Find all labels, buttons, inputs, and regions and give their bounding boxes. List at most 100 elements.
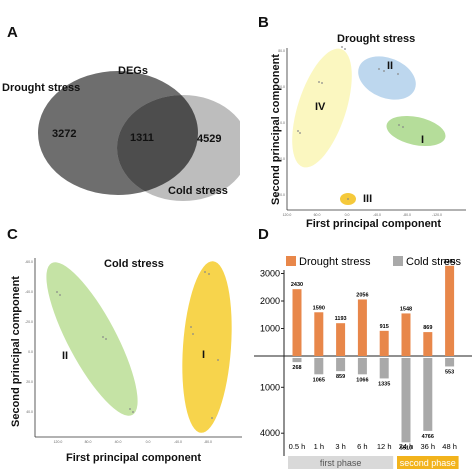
svg-text:-120.0: -120.0	[432, 213, 442, 217]
bar-cold	[292, 358, 302, 363]
pca-b-point	[402, 126, 404, 128]
pca-b-xlabel: First principal component	[306, 218, 442, 230]
pca-b-point	[318, 81, 320, 83]
bar-drought	[357, 299, 367, 356]
data-label-drought: 1548	[400, 306, 412, 312]
bar-cold	[357, 358, 367, 375]
data-label-cold: 4766	[422, 434, 434, 440]
bar-cold	[314, 358, 324, 375]
pca-b-ellipse-i	[386, 115, 446, 147]
bar-legend: Drought stress Cold stress	[286, 256, 462, 268]
pca-c-group-ii: II	[62, 350, 69, 362]
x-tick-label: 1 h	[314, 442, 324, 451]
bar-cold	[445, 358, 455, 367]
phase-bar	[288, 456, 394, 469]
y-tick-label: 4000	[260, 428, 280, 438]
legend-swatch-cold	[393, 256, 403, 266]
pca-c-x-tick-labels: 120.0 80.0 40.0 0.0 -40.0 -80.0	[54, 440, 212, 444]
pca-c-point	[190, 326, 192, 328]
pca-b-point	[378, 68, 380, 70]
pca-b-x-tick-labels: 120.0 60.0 0.0 -40.0 -80.0 -120.0	[283, 213, 442, 217]
data-label-cold: 553	[445, 369, 454, 375]
y-tick-label: 2000	[260, 296, 280, 306]
pca-c-point	[56, 291, 58, 293]
phase-bars: first phase second phase	[288, 456, 459, 469]
phase-label: first phase	[320, 458, 362, 468]
venn-count-cold: 4529	[197, 133, 222, 145]
x-tick-label: 12 h	[377, 442, 392, 451]
venn-label-drought: Drought stress	[2, 82, 81, 94]
pca-c-group-i: I	[202, 349, 206, 361]
bar-cold	[401, 358, 411, 443]
x-tick-label: 3 h	[335, 442, 345, 451]
svg-text:-60.0: -60.0	[25, 260, 33, 264]
x-tick-label: 6 h	[357, 442, 367, 451]
pca-c-point	[211, 417, 213, 419]
svg-text:120.0: 120.0	[283, 213, 292, 217]
data-label-drought: 1193	[335, 316, 347, 322]
svg-text:60.0: 60.0	[314, 213, 321, 217]
pca-b-point	[347, 198, 349, 200]
pca-c-point	[132, 411, 134, 413]
legend-swatch-drought	[286, 256, 296, 266]
svg-text:0.0: 0.0	[345, 213, 350, 217]
bar-drought	[401, 313, 411, 356]
data-label-cold: 859	[336, 374, 345, 380]
y-tick-label: 1000	[260, 382, 280, 392]
svg-text:0.0: 0.0	[280, 121, 285, 125]
panel-letter-c: C	[7, 226, 18, 243]
panel-letter-a: A	[7, 24, 18, 41]
bar-drought	[445, 265, 455, 356]
svg-text:80.0: 80.0	[278, 49, 285, 53]
svg-text:-80.0: -80.0	[204, 440, 212, 444]
legend-label-cold: Cold stress	[406, 256, 462, 268]
pca-c-point	[102, 336, 104, 338]
bar-drought	[292, 289, 302, 356]
pca-c-ellipse-ii	[46, 262, 138, 416]
bar-cold	[423, 358, 433, 431]
svg-text:0.0: 0.0	[28, 350, 33, 354]
x-tick-label: 36 h	[420, 442, 435, 451]
venn-count-drought: 3272	[52, 128, 77, 140]
x-tick-label: 24 h	[399, 442, 414, 451]
x-tick-label: 0.5 h	[289, 442, 306, 451]
pca-b-ellipse-ii	[358, 56, 416, 100]
venn-title: DEGs	[118, 65, 148, 77]
data-label-drought: 2430	[291, 282, 303, 288]
pca-c-y-tick-labels: -60.0 -40.0 -20.0 0.0 20.0 40.0	[25, 260, 33, 414]
svg-text:80.0: 80.0	[85, 440, 92, 444]
svg-text:-20.0: -20.0	[25, 320, 33, 324]
pca-b-point	[383, 70, 385, 72]
pca-b-group-iv: IV	[315, 101, 326, 113]
pca-c-point	[59, 294, 61, 296]
venn-count-overlap: 1311	[130, 132, 154, 144]
pca-b-ellipse-iv	[292, 48, 352, 168]
pca-c-point	[192, 333, 194, 335]
bar-y-ticks: 3000 2000 1000 1000 4000	[260, 269, 284, 438]
pca-b-point	[344, 48, 346, 50]
bar-drought	[379, 330, 389, 356]
data-label-drought: 1590	[313, 305, 325, 311]
pca-c-point	[129, 408, 131, 410]
data-label-drought: 3281	[443, 259, 455, 265]
pca-b-group-iii: III	[363, 193, 373, 205]
bar-drought	[423, 332, 433, 356]
svg-text:-40.0: -40.0	[25, 290, 33, 294]
pca-c-point	[105, 338, 107, 340]
data-label-cold: 1066	[356, 377, 368, 383]
y-tick-label: 3000	[260, 269, 280, 279]
data-label-drought: 2056	[356, 292, 368, 298]
pca-c-xlabel: First principal component	[66, 452, 202, 464]
pca-b-point	[397, 73, 399, 75]
panel-letter-d: D	[258, 226, 269, 243]
pca-c-point	[204, 271, 206, 273]
svg-text:-80.0: -80.0	[403, 213, 411, 217]
data-label-cold: 1335	[378, 381, 390, 387]
bars-group: 2430 268 0.5 h 1590 1065 1 h 1193 859 3 h 2056 106…	[289, 259, 457, 452]
venn-diagram	[38, 71, 240, 201]
phase-label: second phase	[400, 458, 456, 468]
pca-b-group-ii: II	[387, 60, 394, 72]
pca-b-point	[297, 130, 299, 132]
venn-label-cold: Cold stress	[168, 185, 228, 197]
